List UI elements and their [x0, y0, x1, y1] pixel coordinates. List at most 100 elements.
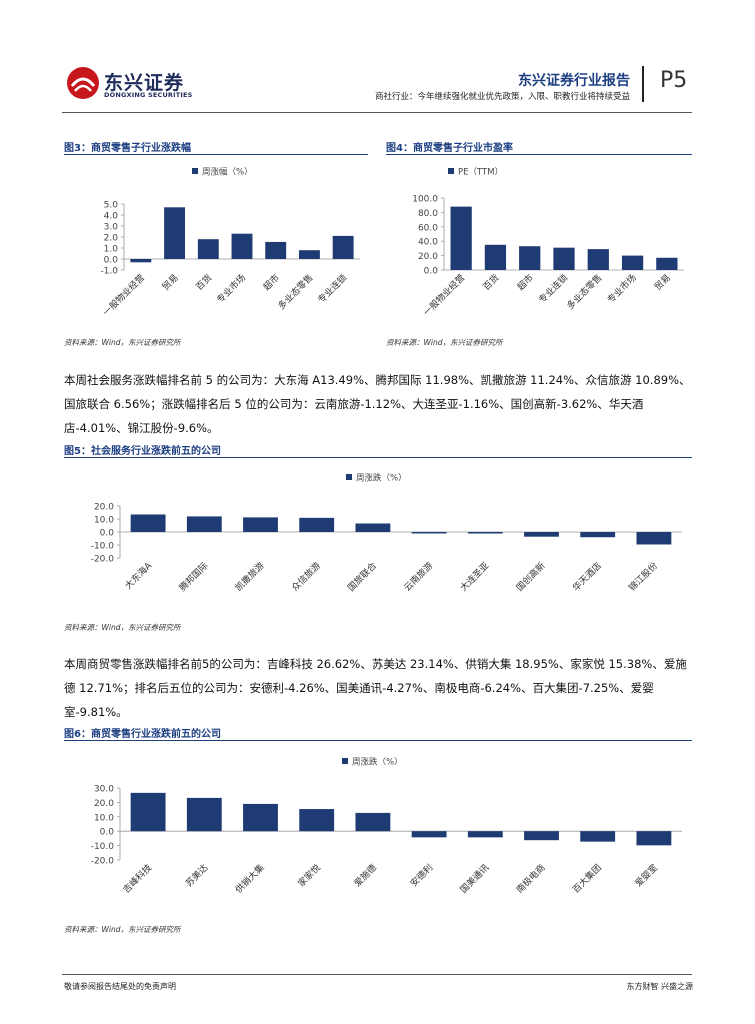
header-divider: [642, 66, 644, 102]
fig6-x-tick-label: 南极电商: [514, 862, 548, 896]
fig4-bar: [450, 206, 472, 270]
fig5-y-tick-label: -10.0: [91, 542, 115, 552]
fig5-bar: [524, 532, 559, 537]
fig5-bar: [186, 516, 222, 532]
fig4-y-tick-label: 0.0: [424, 267, 439, 277]
fig5-x-tick-label: 锦江股份: [626, 560, 660, 594]
fig6-source: 资料来源：Wind，东兴证券研究所: [64, 925, 181, 934]
fig5-bar: [636, 532, 672, 545]
footer-disclaimer-note: 敬请参阅报告结尾处的免责声明: [64, 982, 176, 991]
fig3-x-tick-label: 超市: [261, 272, 282, 293]
fig3-y-tick-label: -1.0: [100, 267, 118, 277]
fig3-legend-swatch: [192, 168, 198, 174]
fig4-bar: [621, 255, 644, 270]
fig5-bar: [355, 523, 391, 532]
fig4-bar-chart: PE（TTM） 100.0 80.0 60.0 40.0 20.0 0.0一般物业经营 百货超…: [412, 167, 684, 318]
fig4-y-tick-label: 100.0: [412, 195, 438, 205]
fig6-x-tick-label: 国美通讯: [457, 862, 491, 896]
fig5-source: 资料来源：Wind，东兴证券研究所: [64, 623, 181, 632]
fig3-y-tick-label: 3.0: [104, 223, 119, 233]
fig5-x-tick-label: 华天酒店: [570, 560, 604, 594]
fig5-bar: [467, 532, 503, 534]
fig5-y-tick-label: 0.0: [100, 529, 115, 539]
fig6-bar: [636, 831, 672, 846]
fig6-x-tick-label: 苏美达: [183, 862, 211, 890]
fig3-bar: [332, 235, 354, 259]
fig3-legend: 周涨幅（%）: [192, 167, 253, 178]
fig6-x-tick-label: 供销大集: [233, 862, 267, 896]
fig6-x-tick-label: 百大集团: [570, 862, 604, 896]
fig4-bar: [656, 257, 678, 270]
fig3-x-tick-label: 贸易: [159, 272, 180, 293]
fig6-x-tick-label: 家家悦: [295, 862, 323, 890]
fig4-bar: [519, 246, 541, 270]
fig4-x-tick-label: 专业市场: [605, 272, 639, 306]
fig4-title-rule: [386, 154, 692, 155]
fig3-bar: [130, 259, 152, 263]
fig5-legend-label: 周涨跌（%）: [356, 473, 407, 484]
fig5-legend: 周涨跌（%）: [346, 473, 407, 484]
fig6-legend-label: 周涨跌（%）: [352, 757, 403, 768]
fig5-legend-swatch: [346, 474, 352, 480]
fig6-y-tick-label: -20.0: [91, 857, 115, 867]
fig4-legend: PE（TTM）: [448, 167, 503, 178]
fig6-bar: [580, 831, 616, 842]
footer-rule: [62, 974, 692, 975]
fig6-bar: [467, 831, 503, 838]
fig3-x-tick-label: 专业市场: [214, 272, 248, 306]
fig6-bar: [299, 809, 335, 832]
fig5-y-tick-label: 20.0: [94, 503, 114, 513]
fig5-title-rule: [64, 457, 692, 458]
fig5-y-tick-label: -20.0: [91, 555, 115, 565]
company-logo: 东兴证券 DONGXING SECURITIES: [66, 66, 192, 104]
fig5-bar: [243, 517, 278, 532]
fig3-bar: [164, 207, 186, 259]
fig5-x-tick-label: 凯撒旅游: [233, 560, 267, 594]
fig4-x-tick-label: 贸易: [652, 272, 673, 293]
fig4-x-tick-label: 多业态零售: [564, 272, 604, 312]
logo-mark-icon: [67, 67, 99, 99]
fig6-y-tick-label: -10.0: [91, 842, 115, 852]
report-subtitle: 商社行业：今年继续强化就业优先政策，入限、职教行业将持续受益: [374, 92, 630, 102]
fig4-y-tick-label: 40.0: [418, 238, 438, 248]
fig5-y-tick-label: 10.0: [94, 516, 114, 526]
fig6-legend: 周涨跌（%）: [342, 757, 403, 768]
fig4-legend-label: PE（TTM）: [458, 167, 503, 178]
fig5-bar: [299, 517, 335, 532]
logo-chinese-name: 东兴证券: [104, 72, 185, 94]
fig3-x-tick-label: 百货: [193, 272, 214, 293]
fig5-x-tick-label: 国创高新: [514, 560, 548, 594]
fig6-x-tick-label: 吉峰科技: [120, 862, 154, 896]
fig4-source: 资料来源：Wind，东兴证券研究所: [386, 338, 503, 347]
fig6-title: 图6：商贸零售行业涨跌前五的公司: [64, 729, 221, 740]
header-rule: [62, 112, 692, 113]
fig5-bar-chart: 周涨跌（%） 20.0 10.0 0.0 -10.0 -20.0 大东海A 腾邦国际 凯撒旅游众…: [91, 473, 682, 594]
page-number: P5: [660, 68, 688, 93]
fig6-bar: [186, 797, 222, 832]
paragraph-social-services: 本周社会服务涨跌幅排名前 5 的公司为：大东海 A13.49%、腾邦国际 11.…: [64, 373, 691, 435]
fig3-bar: [298, 250, 320, 259]
fig3-y-tick-label: 5.0: [104, 201, 119, 211]
fig6-bar: [411, 831, 447, 838]
report-title: 东兴证券行业报告: [518, 73, 630, 89]
fig6-x-tick-label: 爱施德: [351, 862, 379, 890]
fig4-title: 图4：商贸零售子行业市盈率: [386, 143, 513, 154]
fig6-bar: [524, 831, 559, 841]
fig4-y-tick-label: 20.0: [418, 252, 438, 262]
fig4-legend-swatch: [448, 168, 454, 174]
fig4-bar: [587, 249, 609, 270]
fig6-legend-swatch: [342, 758, 348, 764]
fig5-x-tick-label: 国旅联合: [345, 560, 379, 594]
fig3-bar: [265, 241, 287, 259]
fig3-y-tick-label: 2.0: [104, 234, 119, 244]
logo-english-name: DONGXING SECURITIES: [104, 91, 193, 99]
fig5-x-tick-label: 众信旅游: [289, 560, 323, 594]
fig3-title-rule: [64, 154, 368, 155]
fig6-x-tick-label: 安德利: [408, 862, 436, 890]
fig6-y-tick-label: 0.0: [100, 828, 115, 838]
fig5-x-tick-label: 大东海A: [122, 559, 155, 592]
fig3-bar: [197, 239, 219, 259]
fig4-bar: [484, 244, 507, 270]
fig3-bar: [231, 233, 253, 259]
